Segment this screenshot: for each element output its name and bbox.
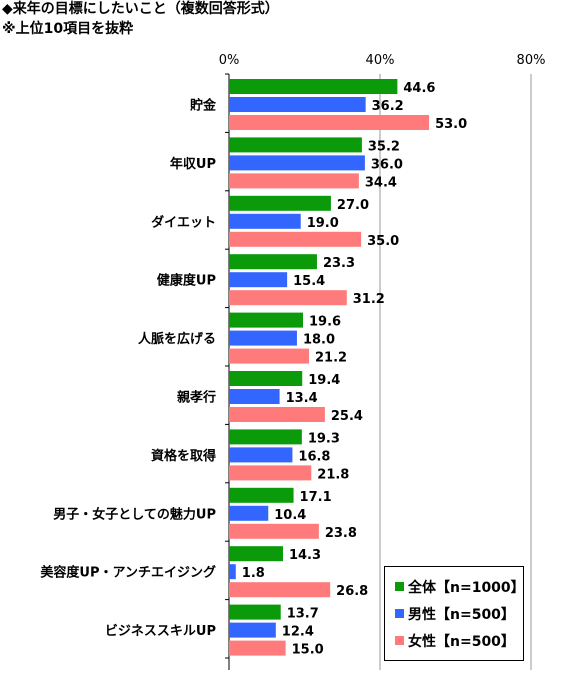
- data-label-all: 19.3: [308, 431, 340, 446]
- data-label-male: 18.0: [303, 333, 335, 348]
- data-label-male: 36.2: [372, 99, 404, 114]
- legend-swatch-male: [395, 609, 404, 618]
- category-label: 健康度UP: [157, 273, 216, 289]
- bar-female: [229, 523, 319, 539]
- data-label-female: 26.8: [336, 584, 368, 599]
- bar-all: [229, 195, 331, 211]
- bar-female: [229, 582, 331, 598]
- legend-item-female: 女性【n=500】: [395, 627, 523, 654]
- data-label-all: 14.3: [289, 548, 321, 563]
- legend-label-male: 男性【n=500】: [408, 606, 515, 623]
- data-label-male: 10.4: [274, 508, 306, 523]
- data-label-female: 25.4: [331, 409, 363, 424]
- chart-subtitle: ※上位10項目を抜粋: [2, 21, 134, 37]
- bar-male: [229, 564, 236, 580]
- legend-label-all: 全体【n=1000】: [408, 579, 525, 596]
- legend-label-female: 女性【n=500】: [408, 633, 515, 650]
- data-label-male: 13.4: [286, 391, 318, 406]
- bar-all: [229, 312, 303, 328]
- legend-swatch-female: [395, 636, 404, 645]
- category-label: 年収UP: [170, 156, 216, 172]
- x-tick-label: 0%: [219, 53, 240, 68]
- data-label-female: 31.2: [353, 292, 385, 307]
- data-label-male: 19.0: [307, 216, 339, 231]
- category-label: 貯金: [190, 98, 217, 114]
- bar-all: [229, 371, 303, 386]
- data-label-all: 19.4: [308, 373, 340, 388]
- data-label-all: 44.6: [403, 81, 435, 96]
- data-label-all: 27.0: [337, 198, 369, 213]
- bar-male: [229, 622, 276, 638]
- data-label-male: 36.0: [371, 157, 403, 172]
- category-label: 美容度UP・アンチエイジング: [40, 565, 216, 581]
- bar-male: [229, 155, 365, 171]
- data-label-all: 35.2: [368, 139, 400, 154]
- data-label-all: 19.6: [309, 315, 341, 330]
- bar-male: [229, 272, 288, 288]
- chart-title: ◆来年の目標にしたいこと（複数回答形式）: [2, 1, 279, 17]
- category-label: ビジネススキルUP: [105, 623, 216, 639]
- bar-female: [229, 348, 310, 364]
- bar-all: [229, 546, 283, 562]
- bar-male: [229, 213, 301, 229]
- data-label-all: 17.1: [300, 490, 332, 505]
- data-label-male: 1.8: [242, 566, 265, 581]
- x-tick-label: 40%: [366, 53, 395, 68]
- bar-male: [229, 389, 280, 404]
- bar-male: [229, 97, 366, 112]
- bar-all: [229, 487, 294, 503]
- data-label-all: 23.3: [323, 256, 355, 271]
- bar-female: [229, 173, 359, 189]
- x-tick-label: 80%: [517, 53, 546, 68]
- bar-all: [229, 429, 302, 445]
- bar-all: [229, 254, 317, 270]
- category-label: 親孝行: [177, 390, 216, 406]
- bar-male: [229, 505, 269, 521]
- legend-item-male: 男性【n=500】: [395, 600, 523, 627]
- bar-female: [229, 115, 430, 130]
- data-label-female: 34.4: [365, 175, 397, 190]
- data-label-all: 13.7: [287, 607, 319, 622]
- legend-item-all: 全体【n=1000】: [395, 573, 525, 600]
- data-label-male: 16.8: [298, 449, 330, 464]
- data-label-female: 35.0: [367, 234, 399, 249]
- data-label-female: 21.2: [315, 351, 347, 366]
- legend: 全体【n=1000】 男性【n=500】 女性【n=500】: [384, 566, 525, 661]
- data-label-female: 21.8: [317, 467, 349, 482]
- bar-female: [229, 231, 362, 247]
- bar-female: [229, 640, 286, 656]
- bar-all: [229, 79, 398, 94]
- bar-male: [229, 330, 297, 346]
- data-label-female: 15.0: [292, 643, 324, 658]
- bar-female: [229, 465, 312, 481]
- category-label: ダイエット: [151, 214, 216, 230]
- data-label-female: 23.8: [325, 526, 357, 541]
- data-label-female: 53.0: [435, 117, 467, 132]
- category-label: 男子・女子としての魅力UP: [53, 506, 216, 522]
- category-label: 人脈を広げる: [138, 331, 216, 347]
- bar-all: [229, 604, 281, 620]
- category-label: 資格を取得: [151, 448, 216, 464]
- bar-all: [229, 137, 362, 153]
- data-label-male: 12.4: [282, 625, 314, 640]
- bar-female: [229, 290, 347, 306]
- legend-swatch-all: [395, 582, 404, 591]
- bar-female: [229, 407, 325, 422]
- data-label-male: 15.4: [293, 274, 325, 289]
- bar-male: [229, 447, 293, 463]
